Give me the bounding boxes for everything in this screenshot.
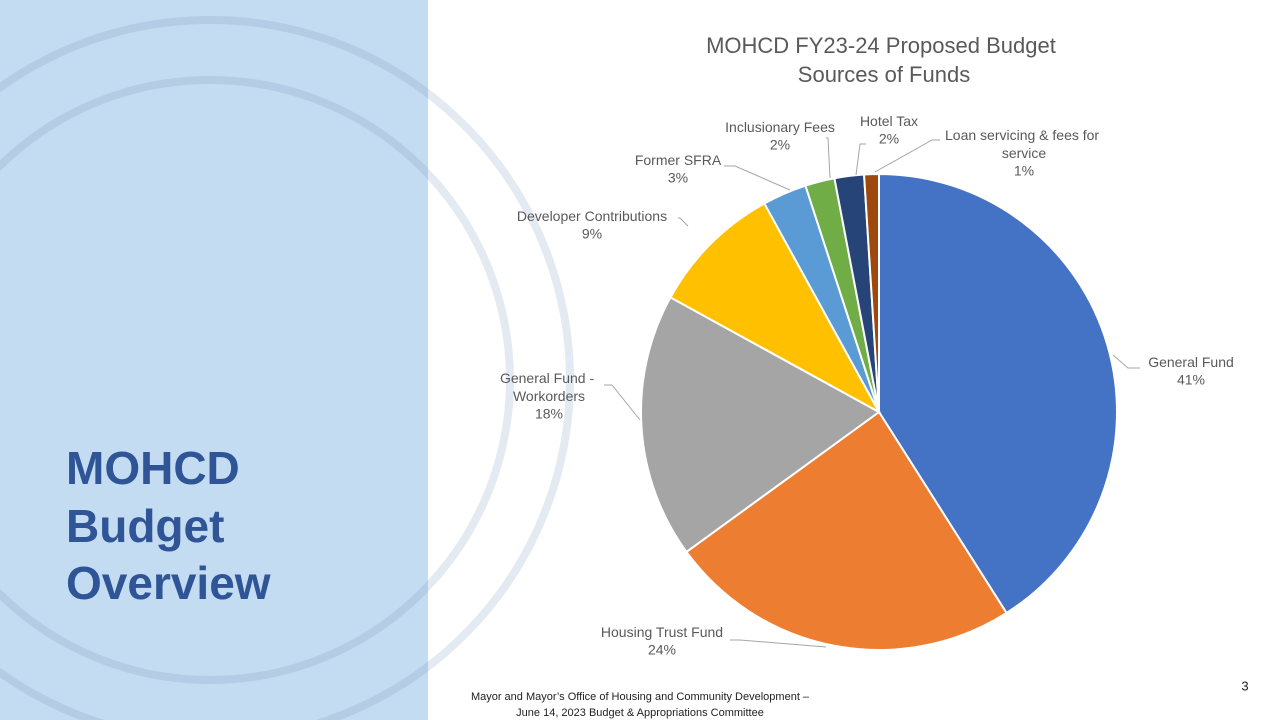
leader-line bbox=[730, 639, 827, 648]
slice-label: Inclusionary Fees bbox=[725, 119, 835, 135]
slice-label: General Fund - Workorders bbox=[500, 370, 598, 404]
heading: MOHCD bbox=[66, 442, 240, 494]
seal-watermark bbox=[0, 16, 574, 720]
leader-line bbox=[826, 137, 831, 179]
pie-slice bbox=[878, 172, 1118, 615]
slice-label: Housing Trust Fund bbox=[601, 624, 723, 640]
value-label: 18% bbox=[535, 406, 563, 422]
leader-line bbox=[724, 165, 791, 191]
footer: Mayor and Mayor’s Office of Housing and … bbox=[471, 691, 810, 703]
pie-slice bbox=[640, 295, 881, 554]
value-label: 2% bbox=[770, 137, 790, 153]
heading: Budget bbox=[66, 500, 224, 552]
leader-line bbox=[604, 384, 641, 421]
pie-slice bbox=[685, 410, 1008, 651]
leader-line bbox=[678, 217, 689, 227]
footer: June 14, 2023 Budget & Appropriations Co… bbox=[516, 707, 764, 719]
value-label: 9% bbox=[582, 226, 602, 242]
pie-slice bbox=[669, 202, 882, 415]
heading: Overview bbox=[66, 557, 271, 609]
slice-label: Hotel Tax bbox=[860, 113, 918, 129]
slice-label: Developer Contributions bbox=[517, 208, 667, 224]
value-label: 3% bbox=[668, 170, 688, 186]
value-label: 1% bbox=[1014, 163, 1034, 179]
slice-label: General Fund bbox=[1148, 354, 1234, 370]
value-label: 2% bbox=[879, 131, 899, 147]
chart-title: MOHCD FY23-24 Proposed Budget Sources of… bbox=[706, 33, 1062, 87]
leader-line bbox=[874, 139, 940, 173]
side-panel bbox=[0, 0, 428, 720]
slice-label: Loan servicing & fees for service bbox=[945, 127, 1103, 161]
value-label: 41% bbox=[1177, 372, 1205, 388]
page-number: 3 bbox=[1241, 678, 1248, 693]
leader-line bbox=[1112, 354, 1140, 369]
pie-slice bbox=[862, 172, 880, 413]
value-label: 24% bbox=[648, 642, 676, 658]
leader-line bbox=[855, 143, 866, 176]
slice-label: Former SFRA bbox=[635, 152, 722, 168]
